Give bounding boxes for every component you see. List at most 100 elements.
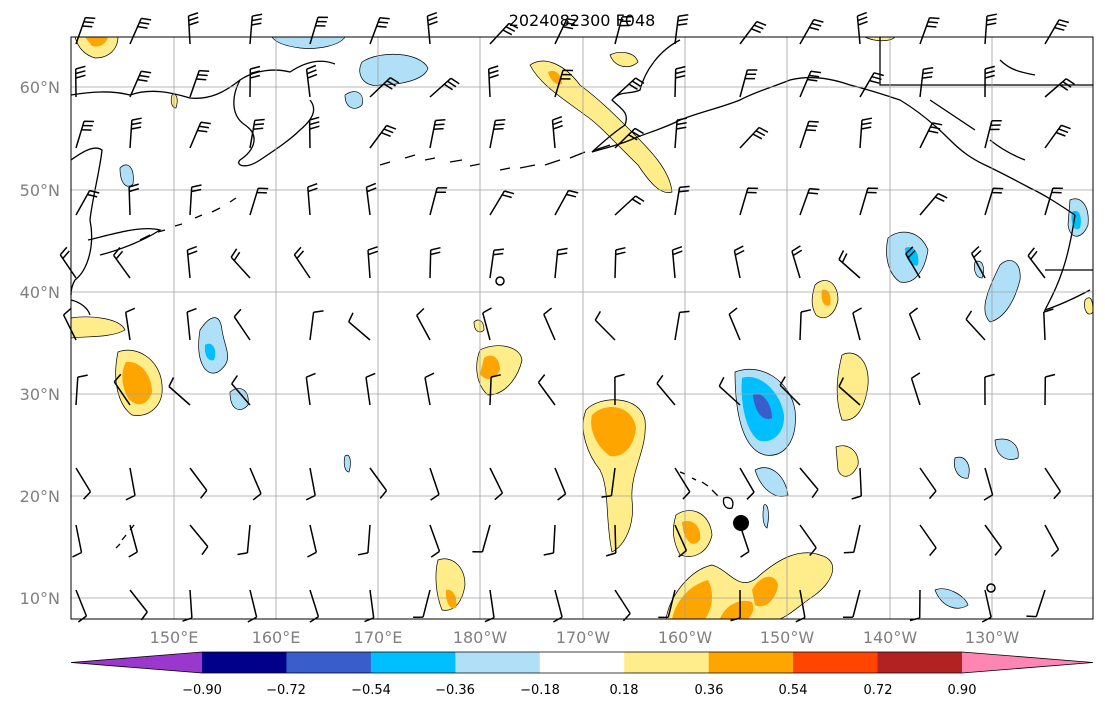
wind-barb: [59, 246, 77, 279]
wind-barb: [369, 124, 397, 149]
wind-barb: [489, 22, 519, 45]
colorbar-tick-label: −0.90: [182, 683, 222, 698]
wind-barb: [369, 17, 390, 45]
wind-barb: [305, 372, 316, 406]
calm-wind-marker: [495, 276, 505, 286]
wind-barb: [1043, 308, 1054, 341]
map-title: 2024082300 F048: [509, 11, 656, 30]
colorbar-bin: [793, 652, 879, 673]
wind-barb: [484, 589, 495, 623]
wind-barb: [189, 69, 210, 98]
negative-area: [119, 164, 134, 187]
lat-label: 20°N: [20, 487, 60, 506]
colorbar-tick-label: 0.18: [610, 683, 639, 698]
lon-label: 150°E: [150, 628, 199, 647]
wind-barb: [799, 467, 819, 499]
coastline: [70, 60, 336, 99]
wind-barb: [791, 245, 803, 279]
wind-barb: [128, 183, 140, 216]
wind-barb: [674, 185, 690, 216]
positive-area: [836, 352, 869, 421]
lat-label: 40°N: [20, 283, 60, 302]
wind-barb: [113, 373, 131, 406]
wind-barb: [739, 69, 758, 98]
wind-barb: [671, 245, 683, 279]
wind-barb: [919, 467, 937, 500]
wind-barb: [309, 16, 329, 45]
positive-core: [591, 407, 636, 457]
wind-barb: [984, 373, 995, 406]
wind-barb: [905, 246, 921, 279]
negative-area: [762, 504, 769, 529]
wind-barb: [489, 467, 504, 501]
wind-barb: [614, 16, 633, 45]
wind-barb: [551, 115, 563, 149]
colorbar-tick-label: −0.18: [520, 683, 560, 698]
negative-area: [754, 467, 789, 497]
wind-barb: [554, 69, 574, 98]
colorbar-bin: [877, 652, 963, 673]
wind-barb: [305, 467, 316, 501]
wind-barb: [308, 116, 320, 149]
wind-barb: [799, 309, 812, 341]
wind-barb: [718, 376, 741, 406]
colorbar-bin: [202, 652, 287, 673]
wind-barb: [984, 524, 1003, 556]
wind-barb: [984, 65, 995, 98]
negative-core: [204, 343, 216, 361]
wind-barb: [614, 77, 645, 98]
wind-barb: [182, 589, 193, 622]
wind-barb: [1027, 247, 1046, 279]
wind-barb: [112, 247, 131, 279]
wind-barb: [369, 77, 400, 98]
wind-barb: [656, 374, 676, 406]
negative-area: [984, 260, 1021, 323]
wind-barb: [779, 376, 801, 406]
wind-barb: [739, 187, 758, 216]
wind-barb: [859, 117, 873, 149]
wind-barb: [984, 187, 1004, 216]
wind-barb: [543, 307, 556, 341]
wind-barb: [305, 64, 318, 98]
wind-barb: [429, 119, 446, 149]
colorbar-labels: −0.90 −0.72 −0.54 −0.36 −0.18 0.18 0.36 …: [182, 683, 976, 698]
lat-label: 30°N: [20, 385, 60, 404]
wind-barb: [186, 245, 198, 279]
wind-barb: [614, 195, 645, 216]
wind-barb: [910, 372, 921, 406]
wind-barb: [674, 467, 691, 500]
wind-barb: [594, 311, 616, 341]
positive-core: [672, 580, 712, 619]
coastline: [233, 79, 315, 167]
wind-barb: [614, 246, 626, 279]
positive-core: [480, 355, 500, 379]
wind-barb: [189, 121, 211, 149]
coastline: [1043, 214, 1091, 312]
wind-barb: [307, 182, 318, 216]
wind-barb: [919, 122, 943, 149]
wind-barb: [728, 307, 741, 341]
positive-core: [85, 37, 108, 47]
wind-barb: [125, 467, 136, 501]
colorbar-tick-label: −0.54: [351, 683, 391, 698]
wind-barb: [838, 377, 861, 406]
wind-barb: [357, 524, 371, 556]
wind-barb: [365, 182, 377, 216]
wind-barb: [62, 307, 77, 341]
wind-barb: [124, 307, 136, 341]
wind-barb: [1044, 467, 1062, 500]
wind-barb: [919, 16, 940, 45]
positive-area: [74, 36, 119, 59]
colorbar-outline: [70, 651, 1094, 674]
wind-barb: [187, 12, 199, 45]
wind-barb: [429, 77, 460, 98]
lat-label: 10°N: [20, 589, 60, 608]
wind-barb: [367, 246, 379, 279]
wind-barb: [416, 307, 431, 341]
wind-barb: [472, 524, 491, 553]
wind-barb: [189, 524, 209, 556]
lon-label: 180°W: [453, 628, 508, 647]
wind-barb: [74, 65, 86, 98]
lon-label: 150°W: [760, 628, 815, 647]
wind-barb: [429, 467, 440, 501]
